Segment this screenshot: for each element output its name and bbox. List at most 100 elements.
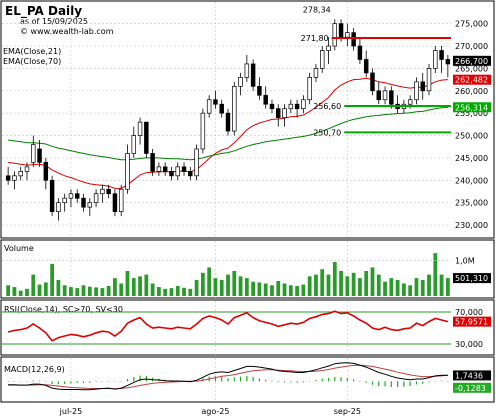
candle-body: [351, 32, 356, 47]
volume-bar: [270, 285, 274, 296]
candle-body: [181, 166, 187, 172]
candle-body: [326, 45, 331, 51]
x-tick-label: sep-25: [334, 407, 361, 416]
macd-hist-bar: [233, 377, 235, 382]
macd-hist-bar: [139, 375, 141, 382]
volume-bar: [25, 288, 29, 296]
volume-bar: [188, 288, 193, 296]
volume-bar: [332, 262, 337, 296]
macd-hist-bar: [434, 381, 436, 382]
candle-body: [288, 103, 294, 110]
macd-hist-tag-box: [453, 382, 491, 393]
macd-hist-bar: [26, 381, 28, 382]
volume-bar: [169, 288, 174, 296]
x-tick-label: ago-25: [201, 407, 229, 416]
candle-body: [225, 112, 231, 132]
volume-bar: [439, 274, 444, 296]
volume-bar: [200, 272, 205, 296]
macd-hist-bar: [359, 381, 361, 382]
volume-bar: [263, 283, 268, 296]
candle-body: [5, 175, 11, 181]
volume-bar: [295, 286, 299, 296]
volume-bar: [445, 278, 450, 296]
macd-hist-bar: [126, 378, 129, 382]
volume-tag-label: 501,310: [455, 274, 488, 283]
volume-bar: [69, 287, 73, 296]
macd-hist-bar: [38, 380, 41, 382]
candle-body: [112, 193, 118, 212]
volume-bar: [238, 276, 243, 296]
volume-bar: [18, 290, 23, 296]
candle-body: [414, 81, 419, 101]
legend-ema21: EMA(Close,21): [3, 47, 61, 56]
macd-line: [8, 362, 448, 391]
candle-body: [68, 193, 74, 199]
candle-body: [445, 59, 451, 65]
volume-bar: [100, 288, 105, 296]
macd-hist-bar: [309, 381, 311, 382]
price-tag-label: 256,314: [455, 103, 488, 112]
macd-hist-bar: [327, 377, 330, 382]
candle-body: [420, 81, 425, 92]
volume-bar: [131, 278, 136, 296]
volume-bar: [182, 287, 186, 296]
macd-hist-bar: [258, 378, 261, 382]
candle-body: [433, 50, 438, 69]
volume-bar: [414, 278, 419, 296]
candle-body: [294, 103, 300, 110]
candle-body: [31, 144, 36, 163]
volume-title: Volume: [4, 244, 34, 253]
macd-hist-bar: [422, 381, 424, 384]
candle-body: [282, 108, 287, 118]
candle-body: [87, 202, 93, 208]
macd-hist-bar: [378, 381, 380, 387]
macd-hist-bar: [32, 380, 34, 382]
volume-bar: [320, 269, 325, 296]
candle-body: [131, 135, 137, 154]
chart-title: EL_PA Daily: [5, 4, 82, 19]
macd-tag-box: [453, 370, 491, 381]
price-ytick-label: 230,000: [455, 221, 488, 230]
macd-title: MACD(12,26,9): [4, 365, 65, 374]
candle-body: [175, 166, 180, 177]
macd-hist-bar: [334, 376, 336, 382]
macd-hist-bar: [89, 381, 91, 383]
candle-body: [188, 170, 193, 177]
price-ytick-label: 245,000: [455, 154, 488, 163]
volume-bar: [125, 271, 130, 296]
price-layer: 271,80 256,60 250,70 278,34: [5, 6, 451, 221]
candle-body: [307, 77, 312, 101]
volume-bar: [314, 274, 318, 296]
volume-bar: [339, 271, 343, 296]
candle-body: [250, 63, 256, 87]
price-ytick-label: 235,000: [455, 199, 488, 208]
candle-body: [238, 77, 243, 87]
macd-hist-bar: [397, 381, 399, 388]
macd-hist-bar: [214, 376, 217, 382]
volume-bar: [282, 283, 287, 296]
volume-bar: [376, 274, 381, 296]
macd-hist-bar: [277, 381, 279, 383]
volume-bar: [370, 267, 375, 296]
candle-body: [345, 32, 350, 38]
volume-bar: [433, 253, 438, 296]
price-tag-box: [453, 55, 491, 66]
level-label: 271,80: [301, 34, 329, 43]
candle-body: [439, 50, 444, 60]
high-annotation: 278,34: [303, 6, 331, 15]
candle-body: [194, 148, 199, 177]
volume-bar: [226, 274, 230, 296]
candle-body: [144, 121, 149, 154]
candle-body: [106, 188, 111, 195]
macd-hist-bar: [353, 379, 355, 382]
price-tag-box: [453, 102, 491, 113]
price-ytick-label: 250,000: [455, 132, 488, 141]
level-label: 256,60: [313, 102, 341, 111]
candle-body: [319, 50, 325, 69]
macd-hist-bar: [371, 381, 374, 385]
macd-hist-bar: [315, 379, 317, 382]
candle-body: [244, 63, 250, 78]
candle-body: [81, 197, 86, 208]
volume-bar: [395, 279, 400, 296]
volume-bar: [219, 279, 224, 296]
